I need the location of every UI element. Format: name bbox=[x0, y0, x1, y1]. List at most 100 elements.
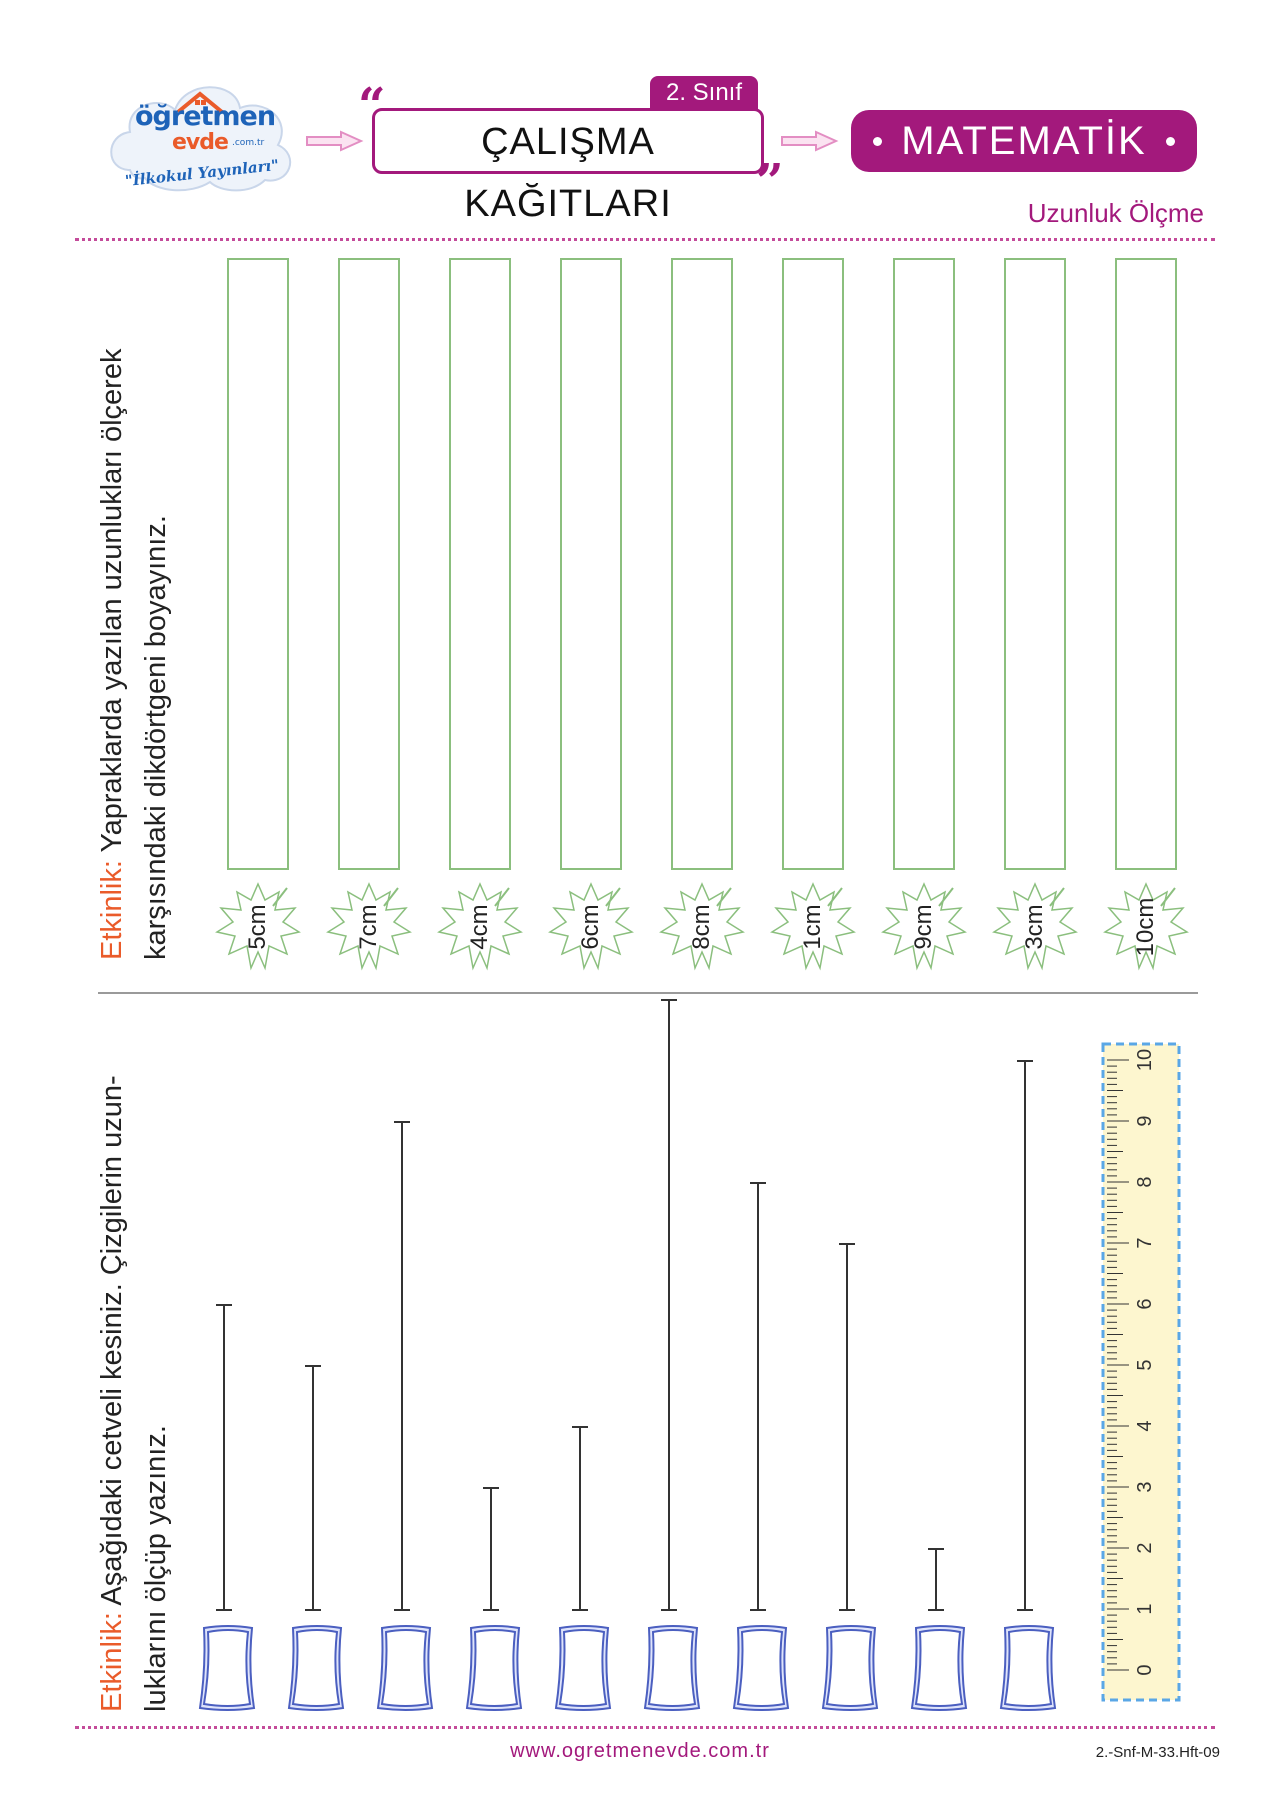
answer-box[interactable] bbox=[283, 1622, 347, 1714]
measurement-line bbox=[846, 1244, 848, 1610]
answer-box[interactable] bbox=[461, 1622, 525, 1714]
line-end-cap bbox=[572, 1426, 588, 1428]
paper-note-icon bbox=[910, 1625, 968, 1711]
ruler-number: 10 bbox=[1134, 1049, 1156, 1071]
ruler-number: 0 bbox=[1134, 1664, 1156, 1675]
paper-note-icon bbox=[554, 1625, 612, 1711]
line-end-cap bbox=[305, 1609, 321, 1611]
logo-sub-text: evde bbox=[172, 130, 229, 155]
logo-domain-text: .com.tr bbox=[232, 138, 265, 148]
paper-note-icon bbox=[287, 1625, 345, 1711]
paper-note-icon bbox=[643, 1625, 701, 1711]
leaf-icon bbox=[881, 882, 967, 971]
paper-note-icon bbox=[465, 1625, 523, 1711]
leaf-card: 1cm bbox=[770, 880, 856, 974]
line-end-cap bbox=[305, 1365, 321, 1367]
coloring-rectangle[interactable] bbox=[1004, 258, 1066, 870]
activity1-instruction-line1: Etkinlik: Yapraklarda yazılan uzunluklar… bbox=[96, 348, 128, 960]
ruler-number: 6 bbox=[1134, 1298, 1156, 1309]
ruler-number: 7 bbox=[1134, 1237, 1156, 1248]
leaf-icon bbox=[548, 882, 634, 971]
publisher-logo: öğretmen evde .com.tr "İlkokul Yayınları… bbox=[100, 60, 300, 210]
ruler-body bbox=[1101, 1042, 1181, 1702]
leaf-length-label: 1cm bbox=[799, 904, 826, 950]
answer-box[interactable] bbox=[728, 1622, 792, 1714]
leaf-card: 7cm bbox=[326, 880, 412, 974]
arrow-right-icon bbox=[781, 130, 839, 152]
answer-box[interactable] bbox=[372, 1622, 436, 1714]
dotted-divider-bottom bbox=[75, 1726, 1215, 1729]
leaf-icon bbox=[437, 882, 523, 971]
line-end-cap bbox=[483, 1487, 499, 1489]
leaf-icon bbox=[326, 882, 412, 971]
line-end-cap bbox=[839, 1243, 855, 1245]
answer-box[interactable] bbox=[194, 1622, 258, 1714]
leaf-length-label: 8cm bbox=[688, 904, 715, 950]
subject-badge: MATEMATİK bbox=[851, 110, 1197, 172]
coloring-rectangle[interactable] bbox=[893, 258, 955, 870]
ruler-number: 3 bbox=[1134, 1481, 1156, 1492]
measurement-line bbox=[312, 1366, 314, 1610]
activity2-label: Etkinlik: bbox=[96, 1612, 128, 1712]
measurement-line bbox=[757, 1183, 759, 1610]
coloring-rectangle[interactable] bbox=[227, 258, 289, 870]
leaf-length-label: 7cm bbox=[355, 904, 382, 950]
line-end-cap bbox=[750, 1609, 766, 1611]
measurement-line bbox=[579, 1427, 581, 1610]
line-end-cap bbox=[572, 1609, 588, 1611]
coloring-rectangle[interactable] bbox=[671, 258, 733, 870]
measurement-line bbox=[223, 1305, 225, 1610]
line-end-cap bbox=[750, 1182, 766, 1184]
line-end-cap bbox=[216, 1609, 232, 1611]
measurement-line bbox=[935, 1549, 937, 1610]
leaf-icon bbox=[1103, 882, 1189, 971]
dotted-divider-top bbox=[75, 238, 1215, 241]
cloud-icon bbox=[110, 86, 292, 192]
answer-box[interactable] bbox=[995, 1622, 1059, 1714]
leaf-icon bbox=[659, 882, 745, 971]
line-end-cap bbox=[928, 1548, 944, 1550]
leaf-icon bbox=[215, 882, 301, 971]
answer-box[interactable] bbox=[550, 1622, 614, 1714]
line-end-cap bbox=[483, 1609, 499, 1611]
subject-label: MATEMATİK bbox=[901, 119, 1147, 163]
activity2-instruction-line2: luklarını ölçüp yazınız. bbox=[140, 1425, 172, 1712]
leaf-card: 9cm bbox=[881, 880, 967, 974]
measurement-line bbox=[401, 1122, 403, 1610]
line-end-cap bbox=[928, 1609, 944, 1611]
footer-url[interactable]: www.ogretmenevde.com.tr bbox=[510, 1740, 770, 1762]
ruler-number: 4 bbox=[1134, 1420, 1156, 1431]
measurement-line bbox=[1024, 1061, 1026, 1610]
worksheet-title: ÇALIŞMA KAĞITLARI bbox=[372, 108, 764, 225]
coloring-rectangle[interactable] bbox=[560, 258, 622, 870]
dot-icon bbox=[873, 137, 882, 146]
leaf-card: 5cm bbox=[215, 880, 301, 974]
leaf-card: 6cm bbox=[548, 880, 634, 974]
footer-code: 2.-Snf-M-33.Hft-09 bbox=[1095, 1744, 1220, 1761]
cut-out-ruler[interactable]: 0 1 2 3 4 5 6 7 8 9 10 bbox=[1101, 1042, 1181, 1702]
line-end-cap bbox=[394, 1609, 410, 1611]
coloring-rectangle[interactable] bbox=[782, 258, 844, 870]
leaf-card: 3cm bbox=[992, 880, 1078, 974]
answer-box[interactable] bbox=[817, 1622, 881, 1714]
ruler-number: 9 bbox=[1134, 1115, 1156, 1126]
answer-box[interactable] bbox=[906, 1622, 970, 1714]
coloring-rectangle[interactable] bbox=[338, 258, 400, 870]
paper-note-icon bbox=[732, 1625, 790, 1711]
answer-box[interactable] bbox=[639, 1622, 703, 1714]
arrow-right-icon bbox=[306, 130, 364, 152]
coloring-rectangle[interactable] bbox=[1115, 258, 1177, 870]
paper-note-icon bbox=[376, 1625, 434, 1711]
line-end-cap bbox=[394, 1121, 410, 1123]
leaf-card: 8cm bbox=[659, 880, 745, 974]
line-end-cap bbox=[1017, 1060, 1033, 1062]
coloring-rectangle[interactable] bbox=[449, 258, 511, 870]
measurement-line bbox=[490, 1488, 492, 1610]
line-end-cap bbox=[1017, 1609, 1033, 1611]
leaf-length-label: 9cm bbox=[910, 904, 937, 950]
close-quote-mark: ” bbox=[756, 154, 784, 210]
leaf-length-label: 4cm bbox=[466, 904, 493, 950]
leaf-icon bbox=[992, 882, 1078, 971]
ruler-number: 2 bbox=[1134, 1542, 1156, 1553]
paper-note-icon bbox=[999, 1625, 1057, 1711]
